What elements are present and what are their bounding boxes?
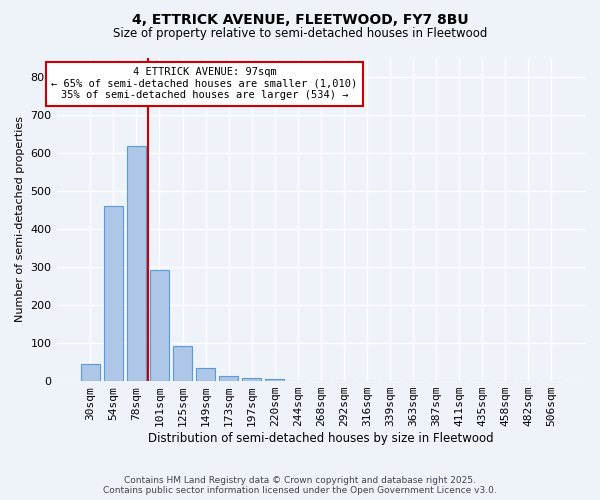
Text: 4, ETTRICK AVENUE, FLEETWOOD, FY7 8BU: 4, ETTRICK AVENUE, FLEETWOOD, FY7 8BU <box>131 12 469 26</box>
Text: Size of property relative to semi-detached houses in Fleetwood: Size of property relative to semi-detach… <box>113 28 487 40</box>
Text: 4 ETTRICK AVENUE: 97sqm
← 65% of semi-detached houses are smaller (1,010)
35% of: 4 ETTRICK AVENUE: 97sqm ← 65% of semi-de… <box>52 67 358 100</box>
Bar <box>104 206 123 381</box>
Text: Contains HM Land Registry data © Crown copyright and database right 2025.
Contai: Contains HM Land Registry data © Crown c… <box>103 476 497 495</box>
Bar <box>219 376 238 381</box>
Bar <box>127 146 146 381</box>
Bar <box>265 379 284 381</box>
Y-axis label: Number of semi-detached properties: Number of semi-detached properties <box>15 116 25 322</box>
X-axis label: Distribution of semi-detached houses by size in Fleetwood: Distribution of semi-detached houses by … <box>148 432 494 445</box>
Bar <box>196 368 215 381</box>
Bar <box>149 270 169 381</box>
Bar <box>80 364 100 381</box>
Bar <box>173 346 193 381</box>
Bar <box>242 378 262 381</box>
